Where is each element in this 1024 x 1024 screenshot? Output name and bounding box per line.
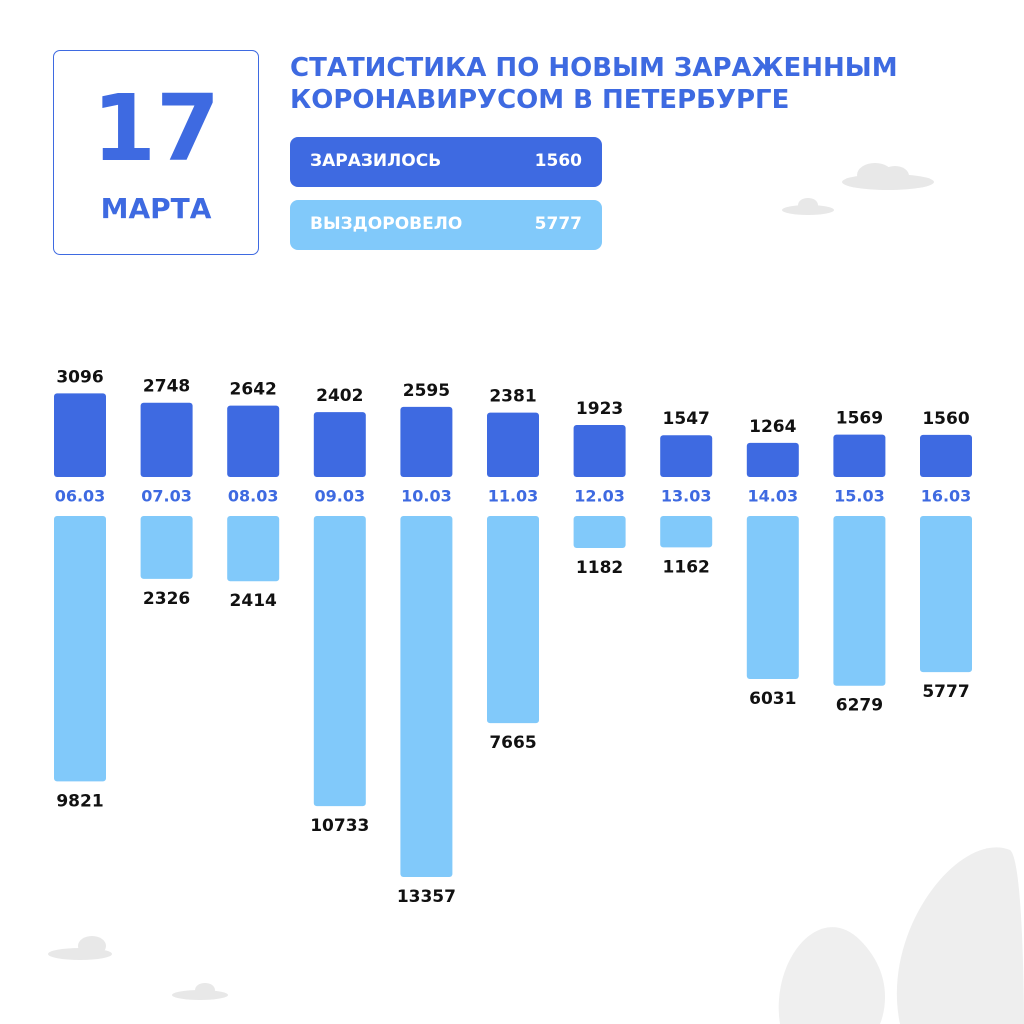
- bar-recovered: [746, 516, 799, 679]
- value-label: 1569: [836, 409, 883, 429]
- bar-infected: [833, 434, 886, 477]
- legend-label: ЗАРАЗИЛОСЬ: [310, 151, 442, 171]
- bar-recovered: [140, 516, 193, 579]
- bar-infected: [660, 435, 713, 477]
- x-tick-label: 14.03: [747, 487, 798, 506]
- x-tick-label: 15.03: [834, 487, 885, 506]
- value-label: 2642: [230, 380, 277, 400]
- value-label: 9821: [56, 791, 103, 811]
- summary-recovered: ВЫЗДОРОВЕЛО 5777: [290, 200, 602, 250]
- x-tick-label: 11.03: [488, 487, 539, 506]
- bar-infected: [54, 393, 106, 477]
- value-label: 2595: [403, 381, 450, 401]
- summary-infected: ЗАРАЗИЛОСЬ 1560: [290, 137, 602, 187]
- date-box: 17 МАРТА: [53, 50, 259, 255]
- value-label: 1162: [663, 557, 710, 577]
- value-label: 1264: [749, 417, 796, 437]
- x-tick-label: 07.03: [141, 487, 192, 506]
- value-label: 2402: [316, 386, 363, 406]
- value-label: 3096: [56, 367, 103, 387]
- bar-infected: [400, 406, 453, 477]
- bar-infected: [487, 412, 539, 477]
- decoration: [48, 163, 1024, 1024]
- summary-value: 1560: [534, 151, 582, 171]
- value-label: 6031: [749, 689, 796, 709]
- value-label: 13357: [397, 887, 456, 907]
- value-label: 2326: [143, 589, 190, 609]
- bar-recovered: [660, 516, 713, 548]
- value-label: 2381: [489, 387, 536, 407]
- x-tick-label: 08.03: [228, 487, 279, 506]
- chart-title: СТАТИСТИКА ПО НОВЫМ ЗАРАЖЕННЫМ КОРОНАВИР…: [290, 53, 898, 115]
- value-label: 6279: [836, 696, 883, 716]
- bar-infected: [746, 442, 799, 477]
- date-day: 17: [91, 75, 221, 182]
- value-label: 2414: [230, 591, 277, 611]
- bar-infected: [313, 412, 366, 477]
- summary-value: 5777: [534, 214, 582, 234]
- bar-recovered: [313, 516, 366, 807]
- bar-recovered: [400, 516, 453, 877]
- value-label: 2748: [143, 377, 190, 397]
- bar-infected: [227, 405, 280, 477]
- value-label: 10733: [310, 816, 369, 836]
- value-label: 1923: [576, 399, 623, 419]
- x-tick-label: 12.03: [574, 487, 625, 506]
- x-tick-label: 13.03: [661, 487, 712, 506]
- bar-infected: [920, 434, 972, 477]
- x-tick-label: 06.03: [55, 487, 106, 506]
- bar-recovered: [833, 516, 886, 686]
- bar-infected: [140, 402, 193, 477]
- date-month: МАРТА: [100, 192, 212, 225]
- legend-label: ВЫЗДОРОВЕЛО: [310, 214, 463, 234]
- bar-recovered: [54, 516, 106, 782]
- value-label: 7665: [489, 733, 536, 753]
- bar-recovered: [920, 516, 972, 673]
- value-label: 5777: [922, 682, 969, 702]
- value-label: 1182: [576, 558, 623, 578]
- value-label: 1547: [663, 409, 710, 429]
- bar-recovered: [573, 516, 626, 548]
- x-tick-label: 09.03: [314, 487, 365, 506]
- bar-infected: [573, 425, 626, 477]
- value-label: 1560: [922, 409, 969, 429]
- bar-recovered: [227, 516, 280, 582]
- bar-recovered: [487, 516, 539, 724]
- x-tick-label: 16.03: [921, 487, 972, 506]
- x-tick-label: 10.03: [401, 487, 452, 506]
